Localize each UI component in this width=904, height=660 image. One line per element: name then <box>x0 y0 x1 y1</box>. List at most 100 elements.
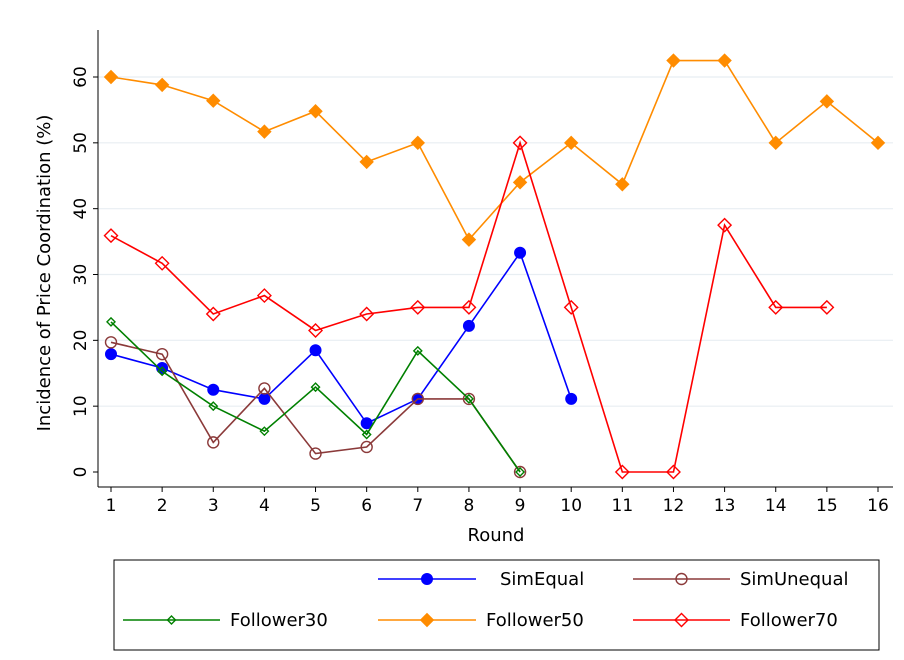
x-tick-label: 16 <box>867 496 889 516</box>
data-point-simequal <box>258 392 271 405</box>
data-point-follower50 <box>512 175 528 190</box>
x-tick-label: 11 <box>612 496 634 516</box>
data-point-follower50 <box>717 53 732 68</box>
legend-marker-follower70 <box>674 612 689 628</box>
data-point-follower70 <box>308 322 324 338</box>
data-point-follower50 <box>103 69 119 85</box>
series-line-simequal <box>110 251 572 425</box>
series-follower30 <box>106 316 526 477</box>
data-point-follower70 <box>614 464 630 480</box>
data-point-simequal <box>514 246 527 259</box>
data-point-follower70 <box>359 306 375 322</box>
x-tick-label: 15 <box>816 496 838 516</box>
data-point-simequal <box>360 417 373 430</box>
legend-label-simequal: SimEqual <box>500 569 584 590</box>
data-point-follower70 <box>768 299 784 315</box>
x-tick-label: 1 <box>106 496 117 516</box>
data-point-follower70 <box>256 288 272 304</box>
data-point-follower30 <box>361 429 372 440</box>
data-point-simunequal <box>207 436 220 449</box>
x-tick-label: 5 <box>310 496 321 516</box>
data-point-follower30 <box>463 393 474 404</box>
legend-label-follower70: Follower70 <box>740 610 838 631</box>
y-tick-label: 30 <box>71 264 91 286</box>
data-point-follower70 <box>103 228 119 244</box>
x-tick-label: 7 <box>412 496 423 516</box>
x-tick-label: 13 <box>714 496 736 516</box>
y-tick-label: 0 <box>71 467 91 478</box>
data-point-follower70 <box>154 255 170 271</box>
data-point-follower70 <box>461 299 477 315</box>
data-point-follower70 <box>512 135 528 151</box>
series-layer <box>103 53 886 480</box>
data-point-simequal <box>207 383 220 396</box>
data-point-follower50 <box>154 77 170 93</box>
x-tick-label: 4 <box>259 496 270 516</box>
x-tick-label: 12 <box>663 496 685 516</box>
legend-item-simequal: SimEqual <box>378 569 584 590</box>
x-tick-label: 2 <box>157 496 168 516</box>
data-point-simunequal <box>309 447 322 460</box>
legend-label-follower30: Follower30 <box>230 610 328 631</box>
series-follower50 <box>103 53 886 247</box>
x-tick-label: 8 <box>464 496 475 516</box>
data-point-follower70 <box>563 299 579 315</box>
y-axis-title: Incidence of Price Coordination (%) <box>34 115 55 432</box>
legend-item-simunequal: SimUnequal <box>633 569 848 590</box>
data-point-follower50 <box>615 177 630 192</box>
y-tick-label: 10 <box>71 395 91 417</box>
data-point-follower30 <box>310 382 321 393</box>
x-tick-label: 6 <box>361 496 372 516</box>
data-point-follower30 <box>106 316 116 327</box>
data-point-simequal <box>105 348 117 361</box>
data-point-simunequal <box>462 392 476 406</box>
data-point-follower50 <box>666 53 681 68</box>
data-point-follower50 <box>308 104 323 119</box>
x-tick-label: 10 <box>560 496 582 516</box>
data-point-follower30 <box>515 467 526 477</box>
data-point-follower70 <box>717 217 733 233</box>
x-tick-label: 3 <box>208 496 219 516</box>
x-tick-label: 9 <box>515 496 526 516</box>
legend-marker-follower50 <box>419 612 435 628</box>
data-point-follower70 <box>665 464 681 480</box>
data-point-simunequal <box>360 440 373 454</box>
y-tick-label: 60 <box>71 66 91 88</box>
legend-item-follower30: Follower30 <box>123 610 328 631</box>
data-point-simunequal <box>513 465 527 479</box>
data-point-simunequal <box>104 336 118 349</box>
legend-box <box>113 559 880 651</box>
legend-marker-simunequal <box>675 572 688 586</box>
legend-label-simunequal: SimUnequal <box>740 569 848 590</box>
data-point-follower50 <box>257 124 272 139</box>
x-axis-title: Round <box>468 525 525 546</box>
data-point-follower30 <box>157 366 168 377</box>
data-point-follower70 <box>819 299 835 315</box>
series-follower70 <box>103 135 835 480</box>
data-point-simequal <box>309 344 322 357</box>
legend-item-follower70: Follower70 <box>633 610 838 631</box>
data-point-follower50 <box>563 135 579 151</box>
y-tick-label: 20 <box>71 330 91 352</box>
data-point-simunequal <box>258 382 271 395</box>
y-tick-label: 50 <box>71 132 91 154</box>
series-simequal <box>105 246 578 430</box>
data-point-follower70 <box>410 299 426 315</box>
data-point-simunequal <box>155 347 169 361</box>
data-point-follower50 <box>768 135 783 151</box>
data-point-simequal <box>462 319 475 332</box>
data-point-follower50 <box>819 94 835 109</box>
data-point-follower50 <box>870 135 886 151</box>
data-point-follower30 <box>208 401 219 412</box>
data-point-follower50 <box>359 154 374 170</box>
data-point-follower30 <box>259 426 270 437</box>
data-point-follower50 <box>206 93 221 108</box>
data-point-simequal <box>565 392 578 405</box>
series-line-follower30 <box>110 321 521 473</box>
legend-item-follower50: Follower50 <box>378 610 584 631</box>
series-line-follower50 <box>110 59 879 241</box>
data-point-follower50 <box>410 135 426 151</box>
